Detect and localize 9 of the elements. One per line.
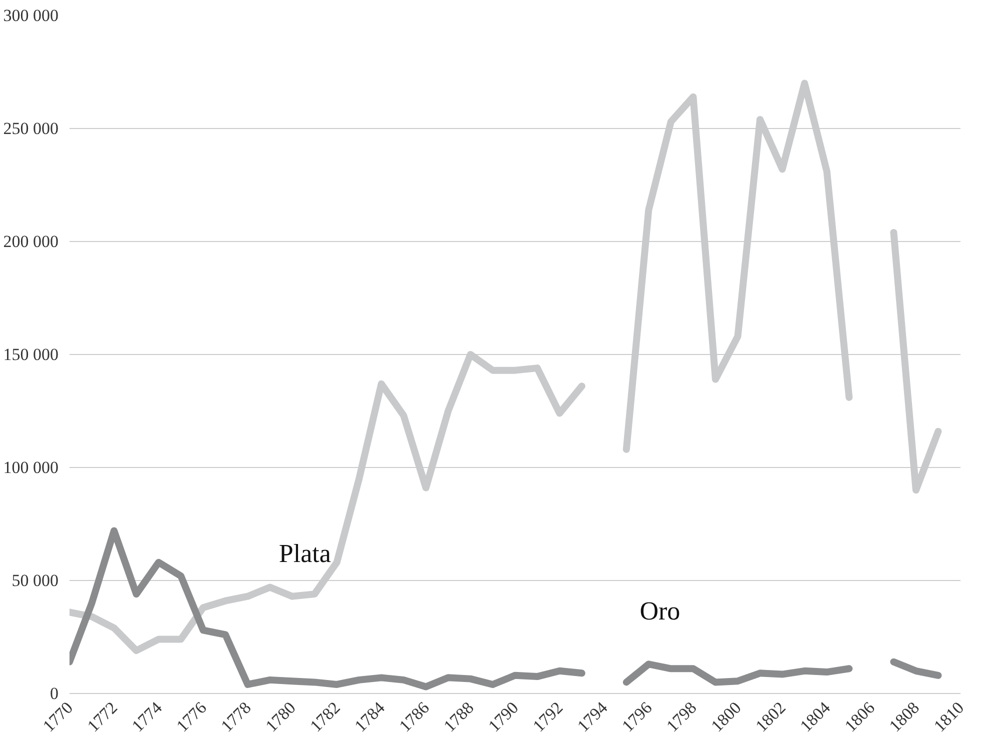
y-tick-label: 0	[50, 684, 58, 703]
y-tick-label: 100 000	[3, 458, 58, 477]
series-label: Plata	[278, 539, 332, 568]
y-tick-label: 300 000	[3, 6, 58, 25]
y-tick-label: 150 000	[3, 345, 58, 364]
y-tick-label: 250 000	[3, 119, 58, 138]
series-label: Oro	[640, 596, 680, 626]
y-tick-label: 50 000	[12, 571, 58, 590]
y-tick-label: 200 000	[3, 232, 58, 251]
